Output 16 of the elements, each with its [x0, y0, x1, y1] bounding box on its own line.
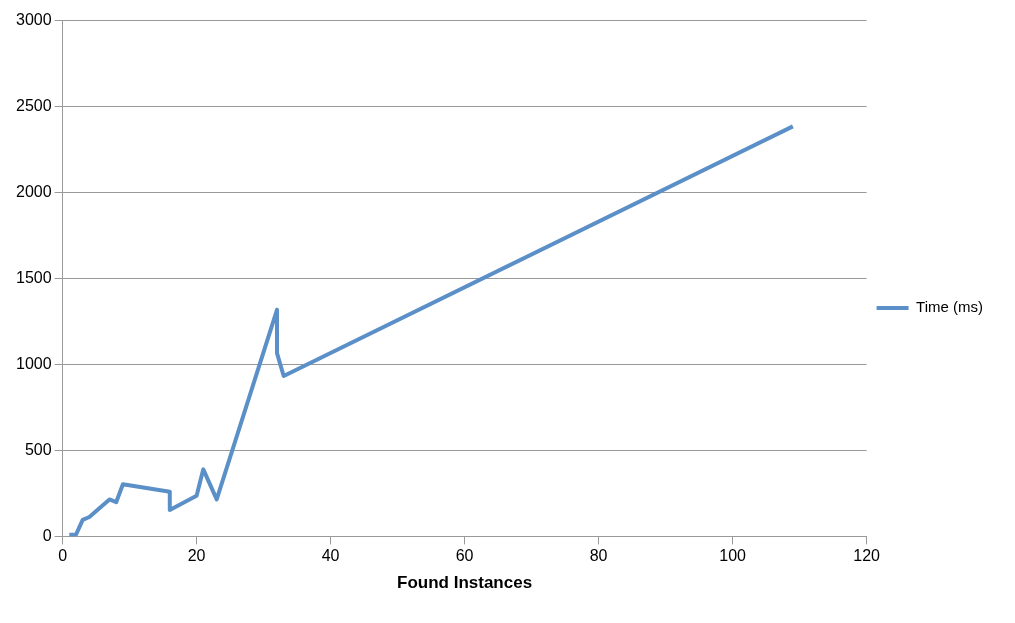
y-tick-label: 1000	[16, 354, 52, 372]
x-tick-label: 60	[455, 547, 474, 565]
y-tick-label: 2500	[16, 96, 52, 114]
y-tick-label: 3000	[16, 11, 52, 29]
x-tick-label: 40	[321, 547, 340, 565]
x-tick-label: 100	[719, 547, 747, 565]
x-tick-label: 80	[589, 547, 608, 565]
y-tick-label: 500	[24, 440, 52, 458]
legend-label: Time (ms)	[916, 298, 984, 316]
y-tick-label: 0	[42, 526, 52, 544]
x-tick-label: 20	[187, 547, 206, 565]
x-axis-title: Found Instances	[397, 573, 533, 593]
y-tick-label: 2000	[16, 182, 52, 200]
x-tick-label: 120	[853, 547, 881, 565]
x-tick-label: 0	[58, 547, 68, 565]
y-tick-label: 1500	[16, 268, 52, 286]
